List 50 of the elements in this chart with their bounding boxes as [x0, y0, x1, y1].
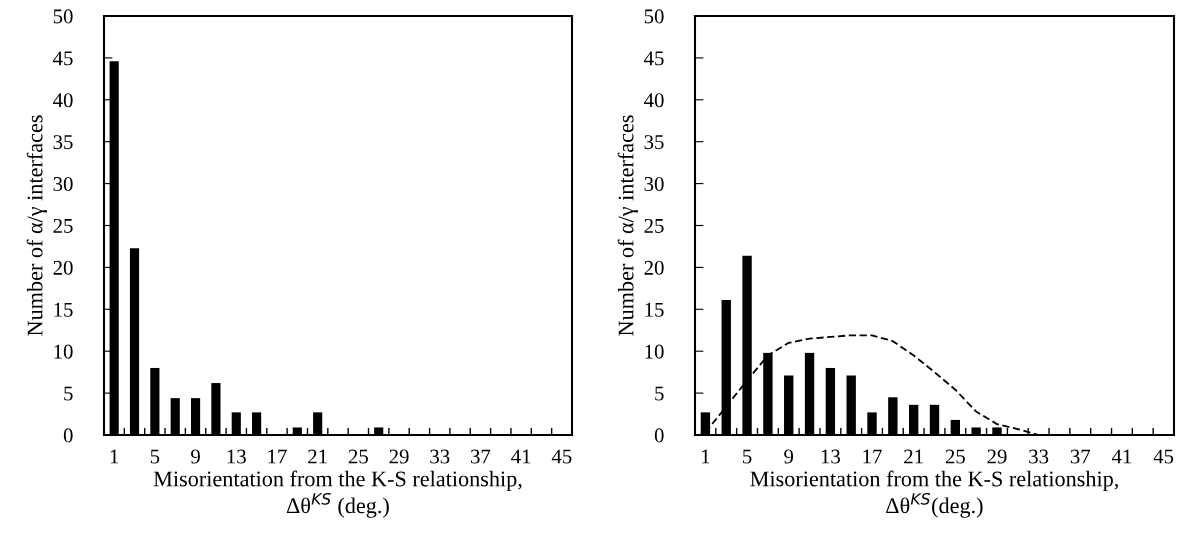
y-tick-label: 10	[645, 344, 664, 359]
x-tick-label: 37	[1070, 449, 1091, 464]
y-tick-label: 20	[644, 260, 664, 275]
x-tick-label: 13	[227, 449, 246, 464]
x-tick-label: 41	[1111, 449, 1132, 464]
x-tick-label: 17	[863, 449, 882, 464]
x-tick-label: 5	[150, 449, 160, 464]
x-tick-label: 37	[471, 449, 491, 464]
x-tick-label: 29	[987, 449, 1007, 464]
x-axis-title: Misorientation from the K-S relationship, Δθ$^{KS}$(deg.)	[750, 470, 1118, 518]
x-tick-label: 41	[511, 449, 531, 464]
x-tick-label: 5	[743, 449, 752, 464]
y-tick-label: 35	[644, 135, 664, 150]
y-tick-label: 50	[53, 9, 73, 24]
x-tick-label: 1	[702, 449, 710, 464]
x-tick-label: 13	[821, 449, 840, 464]
x-tick-label: 21	[308, 449, 327, 464]
y-tick-label: 15	[54, 302, 73, 317]
x-tick-label: 1	[110, 449, 119, 464]
y-tick-label: 15	[645, 302, 664, 317]
y-tick-label: 25	[53, 218, 73, 233]
y-tick-label: 30	[644, 176, 664, 192]
y-tick-label: 0	[654, 428, 664, 443]
x-tick-label: 21	[904, 449, 923, 464]
y-tick-label: 5	[64, 386, 73, 401]
y-axis-title: Number of α/γ interfaces	[26, 115, 48, 336]
y-tick-label: 5	[655, 386, 664, 401]
y-tick-label: 30	[53, 176, 73, 192]
x-tick-label: 45	[1153, 449, 1174, 464]
x-tick-label: 9	[784, 449, 794, 464]
y-tick-label: 45	[53, 51, 73, 66]
y-axis-title: Number of α/γ interfaces	[617, 115, 639, 336]
y-tick-label: 25	[644, 218, 664, 233]
y-tick-label: 10	[54, 344, 73, 359]
x-tick-label: 33	[1029, 449, 1049, 464]
y-tick-label: 45	[644, 51, 664, 66]
x-tick-label: 33	[430, 449, 450, 464]
x-tick-label: 29	[389, 449, 409, 464]
y-tick-label: 40	[53, 93, 73, 108]
x-tick-label: 45	[551, 449, 572, 464]
y-tick-label: 35	[53, 135, 73, 150]
x-tick-label: 17	[268, 449, 287, 464]
x-tick-label: 25	[945, 449, 965, 464]
y-tick-label: 40	[644, 93, 664, 108]
y-tick-label: 0	[63, 428, 73, 443]
x-tick-label: 9	[191, 449, 200, 464]
y-tick-label: 50	[644, 9, 664, 24]
x-axis-title: Misorientation from the K-S relationship, Δθ$^{KS}$ (deg.)	[153, 470, 522, 518]
y-tick-label: 20	[53, 260, 73, 275]
x-tick-label: 25	[348, 449, 368, 464]
